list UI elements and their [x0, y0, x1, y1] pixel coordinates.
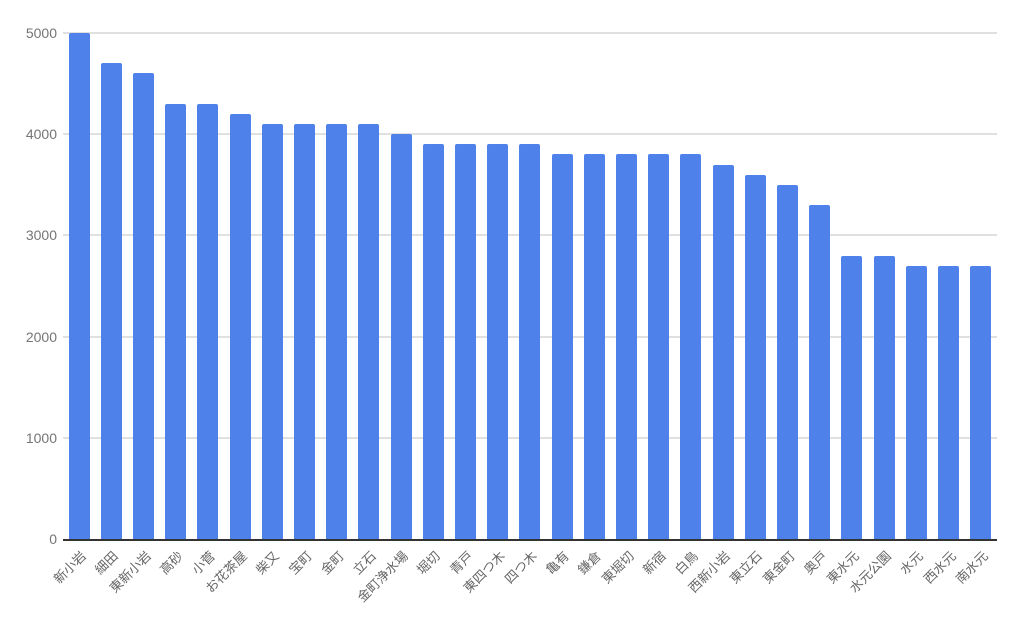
bar [487, 144, 509, 539]
x-tick-label: 高砂 [156, 548, 186, 578]
bar [197, 103, 219, 539]
bar [970, 265, 992, 539]
bar [583, 154, 605, 539]
x-tick-label: 四つ木 [501, 548, 540, 587]
bar-slot: 東金町 [759, 33, 803, 586]
bar [519, 144, 541, 539]
bar-slot: お花茶屋 [203, 33, 256, 596]
x-tick-label: 南水元 [952, 548, 991, 587]
bar-slot: 宝町 [285, 33, 320, 577]
bar-slot: 鎌倉 [575, 33, 610, 577]
bar-slot: 金町浄水場 [354, 33, 417, 605]
bar-slot: 水元 [897, 33, 932, 577]
bar-slot: 細田 [92, 33, 127, 577]
bar-slot: 高砂 [157, 33, 192, 577]
x-tick-label: 金町 [317, 548, 347, 578]
x-tick-label: 鎌倉 [575, 548, 605, 578]
bar-slot: 新小岩 [51, 33, 95, 586]
bar-slot: 南水元 [953, 33, 997, 586]
x-tick-label: 西水元 [920, 548, 959, 587]
bar-slot: 東水元 [824, 33, 868, 586]
bar-slot: 小菅 [189, 33, 224, 577]
bar [294, 124, 316, 539]
bar [712, 164, 734, 539]
bar [841, 255, 863, 539]
x-tick-label: 新宿 [639, 548, 669, 578]
bar [777, 184, 799, 539]
bar [358, 124, 380, 539]
x-tick-label: 奥戸 [800, 548, 830, 578]
x-tick-label: 白鳥 [671, 548, 701, 578]
x-tick-label: 立石 [349, 548, 379, 578]
bar [133, 73, 154, 539]
bar [390, 134, 412, 539]
bar [326, 124, 348, 539]
x-tick-label: 青戸 [446, 548, 476, 578]
gridline [63, 32, 997, 34]
x-tick-label: 東金町 [759, 548, 798, 587]
bar-slot: 青戸 [446, 33, 481, 577]
y-tick-label: 3000 [25, 227, 57, 244]
bar [229, 113, 251, 539]
x-tick-label: 細田 [92, 548, 122, 578]
x-tick-label: 宝町 [285, 548, 315, 578]
y-tick-label: 4000 [25, 126, 57, 143]
bar-slot: 立石 [350, 33, 385, 577]
bar [616, 154, 638, 539]
bar [165, 103, 187, 539]
bar-slot: 新宿 [640, 33, 675, 577]
bar-slot: 水元公園 [847, 33, 900, 596]
bar-slot: 東立石 [727, 33, 771, 586]
gridline [63, 133, 997, 136]
y-tick-label: 2000 [25, 328, 57, 345]
y-tick-label: 1000 [25, 429, 57, 446]
bar-slot: 柴又 [253, 33, 288, 577]
bar-slot: 西新小岩 [686, 33, 739, 596]
x-tick-label: 東堀切 [598, 548, 637, 587]
bar [68, 33, 90, 539]
x-tick-label: 東立石 [727, 548, 766, 587]
bar [905, 265, 927, 539]
bar-slot: 亀有 [543, 33, 578, 577]
bar [648, 154, 670, 539]
bar-slot: 四つ木 [502, 33, 546, 586]
x-tick-label: 堀切 [414, 548, 444, 578]
bars: 新小岩 細田 東新小岩 高砂 小菅 お花茶屋 柴又 宝町 金町 立石 金町浄水場 堀切 青戸 東四つ木 四つ… [51, 33, 997, 605]
bar [680, 154, 702, 539]
bar-slot: 奥戸 [801, 33, 836, 577]
y-tick-label: 0 [49, 531, 57, 547]
x-tick-label: 新小岩 [50, 548, 90, 587]
plot-area: 新小岩 細田 東新小岩 高砂 小菅 お花茶屋 柴又 宝町 金町 立石 金町浄水場 堀切 青戸 東四つ木 四つ… [51, 32, 997, 605]
bar [744, 174, 766, 539]
bar-slot: 金町 [318, 33, 353, 577]
bar-slot: 西水元 [920, 33, 964, 586]
bar [551, 154, 573, 539]
bar-slot: 白鳥 [672, 33, 707, 577]
bar-slot: 東堀切 [598, 33, 642, 586]
bar [100, 63, 122, 539]
x-tick-label: 柴又 [253, 548, 283, 578]
bar [455, 144, 477, 539]
bar [873, 255, 895, 539]
bar [938, 265, 960, 539]
bar-slot: 堀切 [414, 33, 449, 577]
x-tick-label: 亀有 [543, 548, 573, 578]
y-axis: 0 1000 2000 3000 4000 5000 [0, 26, 57, 546]
bar-slot: 東新小岩 [106, 33, 159, 596]
x-tick-label: 水元 [897, 548, 927, 578]
y-tick-label: 5000 [25, 25, 57, 41]
bar [261, 124, 283, 539]
bar [422, 144, 444, 539]
bar [809, 205, 831, 539]
x-tick-label: 小菅 [188, 548, 218, 578]
bar-slot: 東四つ木 [460, 33, 514, 596]
